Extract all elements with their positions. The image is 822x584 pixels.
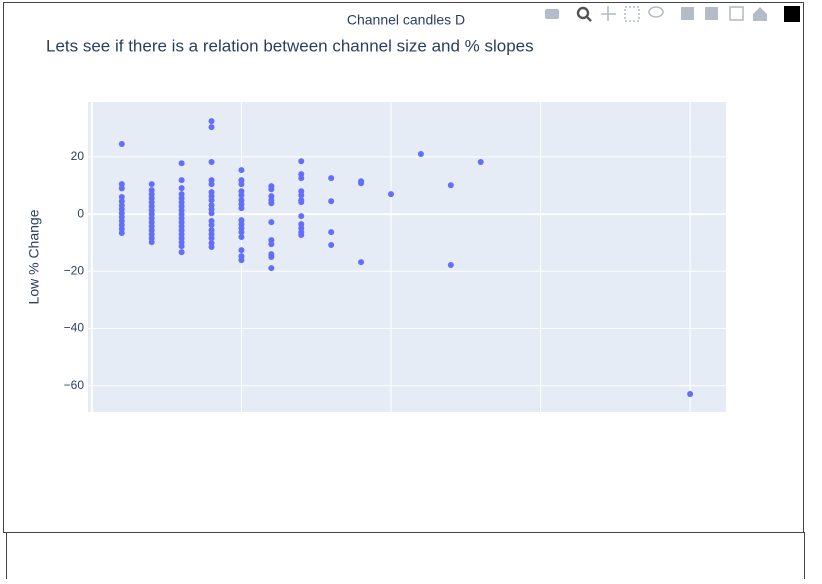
- point: [238, 257, 245, 264]
- plot-area: [88, 102, 726, 412]
- point: [148, 239, 155, 246]
- point: [178, 249, 185, 256]
- point: [208, 181, 215, 188]
- plotly-logo[interactable]: [784, 6, 800, 22]
- point: [268, 254, 275, 260]
- point: [118, 198, 125, 205]
- point: [208, 221, 215, 228]
- point: [687, 390, 694, 397]
- point: [387, 191, 394, 198]
- point: [178, 160, 185, 167]
- point: [238, 181, 245, 188]
- y-tick-label: −40: [64, 321, 85, 335]
- point: [447, 182, 454, 189]
- point: [238, 233, 245, 240]
- point: [358, 180, 365, 187]
- point: [238, 229, 245, 236]
- zoom-icon[interactable]: [576, 6, 590, 20]
- point: [118, 141, 125, 148]
- autoscale-icon[interactable]: [729, 6, 744, 21]
- point: [208, 197, 215, 204]
- select-icon[interactable]: [624, 6, 640, 22]
- point: [178, 243, 185, 250]
- point: [268, 186, 275, 193]
- camera-icon[interactable]: [545, 9, 559, 19]
- point: [118, 193, 125, 200]
- point: [328, 198, 335, 205]
- point: [298, 231, 305, 238]
- point: [178, 177, 185, 184]
- point: [118, 181, 125, 188]
- zoom-icon-handle: [586, 16, 592, 22]
- lasso-icon[interactable]: [648, 6, 664, 18]
- chart-title: Channel candles D: [347, 12, 465, 28]
- point: [208, 124, 215, 131]
- y-tick-label: −20: [64, 263, 85, 277]
- point: [268, 200, 275, 207]
- zoom-out-icon[interactable]: [705, 7, 718, 20]
- point: [268, 265, 275, 272]
- point: [358, 259, 365, 266]
- point: [208, 243, 215, 250]
- marks: [118, 118, 694, 397]
- pan-icon[interactable]: [601, 6, 616, 21]
- point: [208, 210, 215, 217]
- point: [148, 181, 155, 188]
- point: [238, 247, 245, 254]
- point: [417, 151, 424, 158]
- y-axis-title: Low % Change: [26, 209, 42, 304]
- point: [298, 192, 305, 199]
- y-tick-label: 0: [77, 206, 84, 220]
- y-tick-label: 20: [71, 149, 85, 163]
- point: [208, 159, 215, 166]
- point: [118, 229, 125, 236]
- point: [118, 185, 125, 192]
- point: [298, 199, 305, 206]
- point: [477, 159, 484, 166]
- point: [268, 241, 275, 248]
- point: [298, 158, 305, 165]
- point: [328, 241, 335, 248]
- y-tick-label: −60: [64, 378, 85, 392]
- point: [298, 175, 305, 182]
- modebar[interactable]: [545, 6, 800, 22]
- reset-icon[interactable]: [753, 7, 767, 21]
- point: [447, 262, 454, 269]
- zoom-in-icon[interactable]: [681, 7, 694, 20]
- point: [208, 118, 215, 125]
- point: [238, 192, 245, 199]
- point: [208, 235, 215, 242]
- point: [238, 167, 245, 174]
- chart-subtitle: Lets see if there is a relation between …: [46, 36, 534, 55]
- point: [238, 205, 245, 212]
- point: [178, 185, 185, 192]
- point: [328, 229, 335, 236]
- point: [298, 213, 305, 220]
- point: [328, 175, 335, 182]
- point: [268, 219, 275, 226]
